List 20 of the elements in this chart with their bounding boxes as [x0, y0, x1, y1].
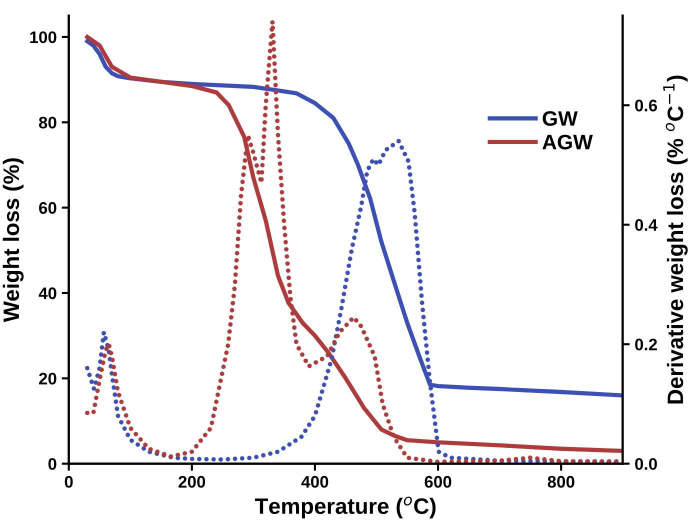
- y2-axis-title: Derivative weight loss (% $^{o}$C$^{−1}$): [663, 76, 688, 404]
- y2-tick-label: 0.6: [635, 100, 658, 112]
- y-tick-label: 100: [30, 31, 56, 44]
- x-tick-label: 0: [64, 476, 73, 488]
- y-tick-label: 80: [38, 116, 56, 129]
- y-tick-label: 20: [39, 372, 56, 385]
- x-axis-title: Temperature ($^{o}$C): [254, 496, 436, 518]
- y2-tick-label: 0.0: [635, 458, 657, 470]
- y-tick-label: 40: [38, 287, 56, 300]
- x-tick-label: 400: [301, 476, 328, 488]
- legend-label: GW: [542, 111, 578, 126]
- x-tick-label: 600: [424, 476, 452, 488]
- y2-tick-label: 0.4: [635, 219, 658, 231]
- x-tick-label: 200: [178, 476, 206, 488]
- y-tick-label: 60: [39, 202, 56, 214]
- x-tick-label: 800: [548, 476, 574, 488]
- y-axis-title: Weight loss (%): [2, 158, 24, 322]
- y-tick-label: 0: [48, 458, 56, 470]
- y2-tick-label: 0.2: [635, 338, 657, 350]
- legend-label: AGW: [542, 134, 593, 150]
